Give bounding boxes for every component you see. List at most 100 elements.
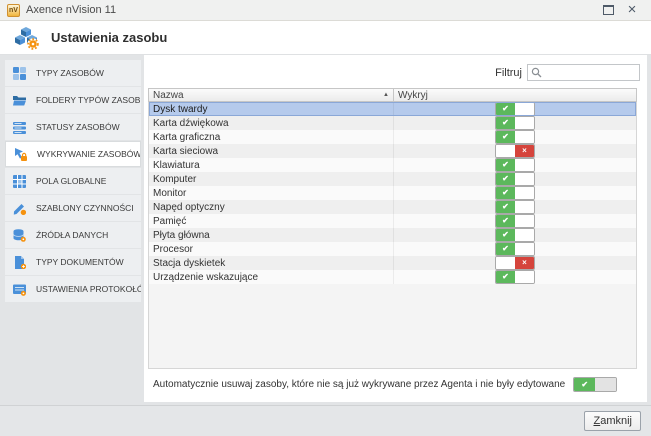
resources-table: Nazwa ▲ Wykryj Dysk twardy ✔ Karta dźwięko… xyxy=(148,88,637,369)
table-row[interactable]: Pamięć ✔ xyxy=(149,214,636,228)
row-detect-cell: ✔ xyxy=(394,158,636,172)
detect-toggle[interactable]: ✔ xyxy=(495,270,535,284)
sidebar-item-ustawienia-protokolow[interactable]: USTAWIENIA PROTOKOŁÓW xyxy=(5,276,141,302)
row-detect-cell: ✔ xyxy=(394,214,636,228)
table-row[interactable]: Komputer ✔ xyxy=(149,172,636,186)
row-detect-cell: ✔ xyxy=(394,242,636,256)
table-row[interactable]: Napęd optyczny ✔ xyxy=(149,200,636,214)
check-icon: ✔ xyxy=(496,103,515,115)
table-row[interactable]: Urządzenie wskazujące ✔ xyxy=(149,270,636,284)
detect-toggle[interactable]: ✔ xyxy=(495,172,535,186)
row-detect-cell: ✔ xyxy=(394,200,636,214)
toggle-right xyxy=(515,243,534,255)
template-icon xyxy=(13,202,27,215)
sidebar-item-typy-zasobow[interactable]: TYPY ZASOBÓW xyxy=(5,60,141,86)
nvision-logo-icon: nV xyxy=(7,3,20,17)
sidebar-item-label: WYKRYWANIE ZASOBÓW xyxy=(37,149,140,159)
table-header: Nazwa ▲ Wykryj xyxy=(148,88,637,102)
sidebar-item-zrodla-danych[interactable]: ŹRÓDŁA DANYCH xyxy=(5,222,141,248)
sidebar-item-pola-globalne[interactable]: POLA GLOBALNE xyxy=(5,168,141,194)
toggle-right xyxy=(515,159,534,171)
detect-toggle[interactable]: ✔ xyxy=(495,186,535,200)
detect-toggle[interactable]: ✔ xyxy=(495,200,535,214)
detect-toggle[interactable]: ✔ xyxy=(495,228,535,242)
sidebar-item-label: TYPY ZASOBÓW xyxy=(36,68,104,78)
row-name: Klawiatura xyxy=(149,158,394,172)
titlebar: nV Axence nVision 11 × xyxy=(0,0,651,21)
sidebar-item-label: TYPY DOKUMENTÓW xyxy=(36,257,124,267)
search-icon xyxy=(531,67,542,78)
toggle-right xyxy=(515,201,534,213)
list-icon xyxy=(13,121,27,134)
detect-toggle[interactable]: ✔ xyxy=(495,214,535,228)
document-icon xyxy=(13,255,27,269)
table-row[interactable]: Karta graficzna ✔ xyxy=(149,130,636,144)
check-icon: ✔ xyxy=(496,159,515,171)
grid-icon xyxy=(13,66,27,80)
maximize-icon xyxy=(602,5,614,15)
close-button[interactable]: × xyxy=(620,2,644,18)
sidebar-item-typy-dokumentow[interactable]: TYPY DOKUMENTÓW xyxy=(5,249,141,275)
detect-toggle[interactable]: × xyxy=(495,256,535,270)
detect-toggle[interactable]: × xyxy=(495,144,535,158)
table-row[interactable]: Karta sieciowa × xyxy=(149,144,636,158)
sidebar-item-szablony-czynnosci[interactable]: SZABLONY CZYNNOŚCI xyxy=(5,195,141,221)
table-row[interactable]: Karta dźwiękowa ✔ xyxy=(149,116,636,130)
detect-toggle[interactable]: ✔ xyxy=(495,130,535,144)
filter-row: Filtruj xyxy=(495,64,640,81)
protocol-icon xyxy=(13,283,27,296)
x-icon: × xyxy=(515,257,534,269)
database-icon xyxy=(13,228,27,242)
dialog-header: Ustawienia zasobu xyxy=(0,21,651,55)
sidebar-item-label: SZABLONY CZYNNOŚCI xyxy=(36,203,134,213)
sidebar-item-foldery-typow-zasobow[interactable]: FOLDERY TYPÓW ZASOB... xyxy=(5,87,141,113)
detect-icon xyxy=(14,147,28,161)
filter-label: Filtruj xyxy=(495,66,522,79)
sidebar-item-wykrywanie-zasobow[interactable]: WYKRYWANIE ZASOBÓW xyxy=(5,141,141,167)
table-row[interactable]: Stacja dyskietek × xyxy=(149,256,636,270)
maximize-button[interactable] xyxy=(596,2,620,18)
page-title: Ustawienia zasobu xyxy=(51,30,168,45)
toggle-right xyxy=(515,187,534,199)
check-icon: ✔ xyxy=(496,187,515,199)
row-name: Monitor xyxy=(149,186,394,200)
sidebar-item-statusy-zasobow[interactable]: STATUSY ZASOBÓW xyxy=(5,114,141,140)
sidebar-item-label: FOLDERY TYPÓW ZASOB... xyxy=(36,95,141,105)
sidebar-item-label: USTAWIENIA PROTOKOŁÓW xyxy=(36,284,141,294)
table-row[interactable]: Klawiatura ✔ xyxy=(149,158,636,172)
toggle-right xyxy=(515,117,534,129)
filter-box xyxy=(527,64,640,81)
detect-toggle[interactable]: ✔ xyxy=(495,102,535,116)
table-row[interactable]: Płyta główna ✔ xyxy=(149,228,636,242)
close-dialog-button[interactable]: Zamknij xyxy=(584,411,641,431)
row-name: Pamięć xyxy=(149,214,394,228)
footer-bar: Zamknij xyxy=(0,405,651,436)
detect-toggle[interactable]: ✔ xyxy=(495,158,535,172)
row-detect-cell: × xyxy=(394,144,636,158)
x-icon: × xyxy=(515,145,534,157)
detect-toggle[interactable]: ✔ xyxy=(495,242,535,256)
check-icon: ✔ xyxy=(496,173,515,185)
folder-icon xyxy=(13,94,27,107)
row-name: Urządzenie wskazujące xyxy=(149,270,394,284)
auto-remove-toggle[interactable]: ✔ xyxy=(573,377,618,392)
row-name: Stacja dyskietek xyxy=(149,256,394,270)
detect-toggle[interactable]: ✔ xyxy=(495,116,535,130)
filter-input[interactable] xyxy=(544,66,639,79)
column-header-nazwa[interactable]: Nazwa ▲ xyxy=(149,89,394,101)
row-name: Płyta główna xyxy=(149,228,394,242)
auto-remove-label: Automatycznie usuwaj zasoby, które nie s… xyxy=(153,379,566,390)
table-row[interactable]: Dysk twardy ✔ xyxy=(149,102,636,116)
auto-remove-row: Automatycznie usuwaj zasoby, które nie s… xyxy=(153,377,618,392)
sort-asc-icon: ▲ xyxy=(383,92,389,98)
close-dialog-label: Zamknij xyxy=(593,415,632,427)
table-row[interactable]: Procesor ✔ xyxy=(149,242,636,256)
column-header-wykryj[interactable]: Wykryj xyxy=(394,89,636,101)
row-name: Napęd optyczny xyxy=(149,200,394,214)
row-name: Procesor xyxy=(149,242,394,256)
row-detect-cell: ✔ xyxy=(394,270,636,284)
table-row[interactable]: Monitor ✔ xyxy=(149,186,636,200)
check-icon: ✔ xyxy=(574,378,596,391)
toggle-right xyxy=(515,215,534,227)
